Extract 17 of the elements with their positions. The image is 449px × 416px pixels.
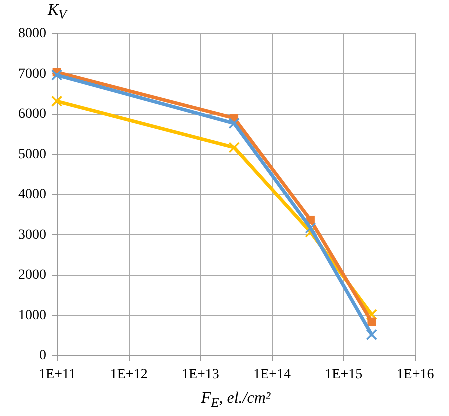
x-tick-label: 1E+12 [110, 368, 148, 382]
x-tick-label: 1E+16 [396, 368, 434, 382]
y-tick-label: 5000 [18, 147, 46, 162]
x-axis-title: F$_{E}$, el./cm² [200, 390, 272, 412]
y-tick-label: 8000 [18, 26, 46, 42]
x-tick-label: 1E+11 [39, 368, 76, 382]
x-tick-label: 1E+15 [325, 368, 363, 382]
x-tick-label: 1E+13 [182, 368, 220, 382]
x-tick-label: 1E+14 [254, 368, 292, 382]
y-tick-label: 1000 [18, 308, 46, 324]
y-tick-label: 2000 [18, 268, 46, 283]
y-tick-label: 6000 [18, 107, 46, 122]
y-tick-label: 7000 [18, 66, 46, 82]
y-tick-label: 4000 [18, 188, 46, 202]
y-tick-label: 0 [40, 348, 46, 364]
y-axis-title: K$_{V}$ [48, 2, 67, 24]
y-tick-label: 3000 [18, 228, 46, 243]
